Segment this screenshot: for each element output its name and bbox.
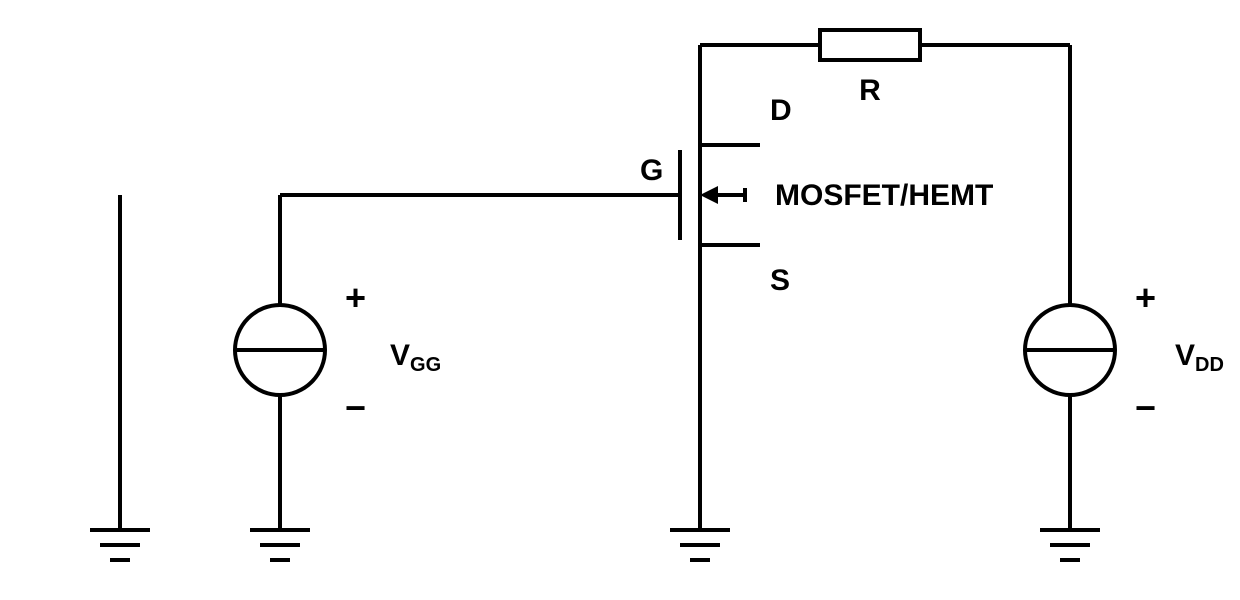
vdd-label-sub: DD	[1195, 354, 1224, 376]
transistor	[680, 145, 760, 245]
source-label: S	[770, 264, 790, 297]
vgg-label: VGG	[390, 339, 441, 376]
drain-label: D	[770, 94, 792, 127]
circuit-schematic: R D G S MOSFET/HEMT + − VGG + − VDD	[0, 0, 1240, 600]
vgg-plus: +	[345, 277, 366, 318]
vdd-label: VDD	[1175, 339, 1224, 376]
resistor-label: R	[859, 74, 881, 107]
vdd-source	[1025, 305, 1115, 395]
transistor-label: MOSFET/HEMT	[775, 179, 993, 212]
vdd-minus: −	[1135, 387, 1156, 428]
vgg-label-main: V	[390, 339, 410, 372]
ground-left	[90, 530, 150, 560]
vgg-label-sub: GG	[410, 354, 441, 376]
vdd-label-main: V	[1175, 339, 1195, 372]
ground-vdd	[1040, 530, 1100, 560]
ground-source	[670, 530, 730, 560]
gate-label: G	[640, 154, 663, 187]
vgg-source	[235, 305, 325, 395]
vgg-minus: −	[345, 387, 366, 428]
vdd-plus: +	[1135, 277, 1156, 318]
ground-vgg	[250, 530, 310, 560]
resistor	[820, 30, 920, 60]
